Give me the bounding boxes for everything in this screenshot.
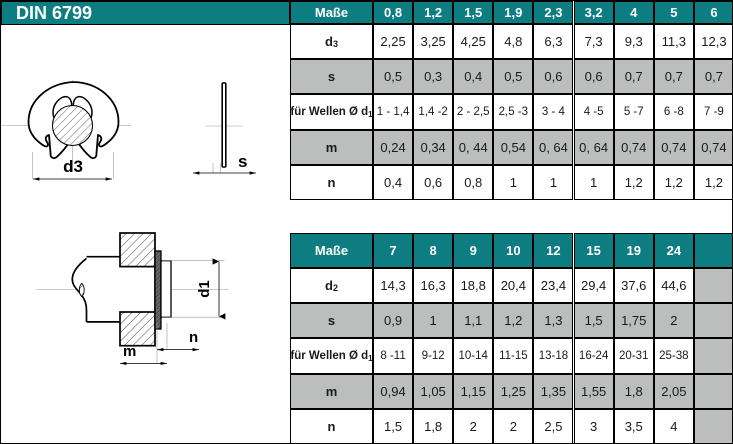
svg-text:d1: d1 xyxy=(196,280,213,298)
svg-text:m: m xyxy=(123,343,136,360)
svg-text:n: n xyxy=(189,329,198,346)
